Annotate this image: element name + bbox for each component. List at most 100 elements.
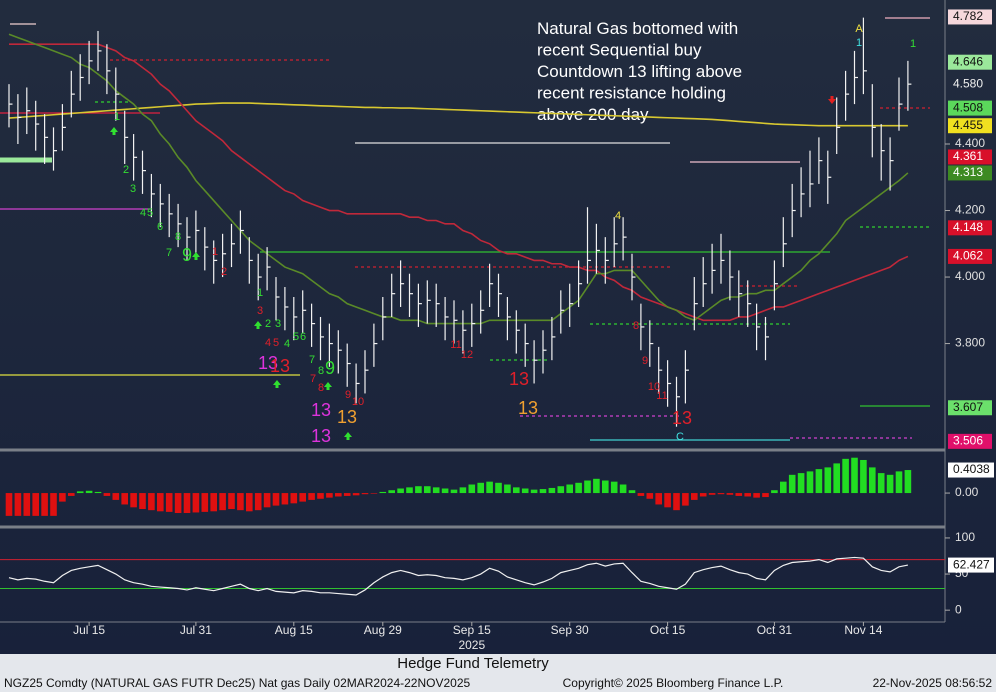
histogram-bar xyxy=(673,493,680,511)
histogram-bar xyxy=(780,481,787,494)
sell-arrow xyxy=(828,96,836,104)
buy-arrow xyxy=(192,252,200,260)
last-value-box xyxy=(948,557,994,573)
histogram-bar xyxy=(165,493,173,512)
histogram-bar xyxy=(869,467,876,494)
histogram-bar xyxy=(5,493,13,516)
histogram-bar xyxy=(815,469,823,494)
y-tick-label: 0 xyxy=(955,602,962,616)
histogram-bar xyxy=(352,493,360,496)
price-label: 3.607 xyxy=(953,400,983,414)
footer-center: Copyright© 2025 Bloomberg Finance L.P. xyxy=(563,676,784,690)
histogram-bar xyxy=(548,487,556,494)
histogram-bar xyxy=(210,493,217,512)
y-tick-label: 4.000 xyxy=(955,269,985,283)
histogram-bar xyxy=(174,493,182,514)
histogram-bar xyxy=(254,493,262,511)
histogram-bar xyxy=(148,493,155,511)
count-label: 9 xyxy=(182,245,192,265)
x-tick-label: Jul 15 xyxy=(73,623,105,637)
count-label: 13 xyxy=(270,356,290,376)
x-tick-label: Nov 14 xyxy=(844,623,882,637)
footer-left: NGZ25 Comdty (NATURAL GAS FUTR Dec25) Na… xyxy=(4,676,470,690)
price-label: 4.361 xyxy=(953,149,983,163)
count-label: C xyxy=(676,431,684,443)
histogram-bar xyxy=(833,463,840,494)
count-label: 1 xyxy=(910,38,916,50)
y-tick-label: 4.200 xyxy=(955,203,985,217)
histogram-bar xyxy=(139,493,146,510)
histogram-bar xyxy=(299,493,306,502)
price-label-box xyxy=(948,165,992,181)
histogram-bar xyxy=(59,493,66,502)
footer-band xyxy=(0,654,996,692)
x-tick-label: Oct 15 xyxy=(650,623,686,637)
histogram-bar xyxy=(68,493,75,496)
histogram-bar xyxy=(619,484,627,494)
histogram-bar xyxy=(557,486,565,494)
count-label: 11 xyxy=(656,390,667,402)
histogram-bar xyxy=(593,478,600,494)
histogram-bar xyxy=(806,471,814,494)
buy-arrow xyxy=(344,432,352,440)
count-label: 4 xyxy=(265,337,271,349)
rsi-line xyxy=(8,556,909,596)
moving-average xyxy=(8,102,908,127)
moving-average xyxy=(9,43,909,322)
price-label: 3.506 xyxy=(953,434,983,448)
histogram-bar xyxy=(477,482,484,494)
histogram-bar xyxy=(406,487,413,494)
count-label: 5 xyxy=(147,207,153,219)
buy-arrow xyxy=(110,127,118,135)
histogram-bar xyxy=(691,493,698,500)
price-label: 4.148 xyxy=(953,220,983,234)
price-label-box xyxy=(948,100,992,116)
histogram-bar xyxy=(94,491,102,494)
count-label: 1 xyxy=(257,287,263,299)
count-label: A xyxy=(855,23,863,35)
histogram-bar xyxy=(130,493,137,508)
last-value: 0.4038 xyxy=(953,462,990,476)
histogram-bar xyxy=(842,458,849,494)
footer-title: Hedge Fund Telemetry xyxy=(397,655,549,672)
histogram-bar xyxy=(753,493,760,498)
histogram-bar xyxy=(682,493,689,506)
histogram-bar xyxy=(797,473,805,494)
count-label: 1 xyxy=(856,37,862,49)
histogram-bar xyxy=(824,467,832,494)
count-label: 13 xyxy=(311,400,331,420)
x-tick-label: Aug 29 xyxy=(364,623,402,637)
note-line: recent Sequential buy xyxy=(537,41,702,60)
histogram-bar xyxy=(23,493,31,516)
count-label: 13 xyxy=(518,398,538,418)
histogram-bar xyxy=(121,493,128,505)
histogram-bar xyxy=(521,488,529,494)
histogram-bar xyxy=(717,493,725,495)
count-label: 9 xyxy=(642,355,648,367)
histogram-bar xyxy=(32,493,39,516)
histogram-bar xyxy=(50,493,57,516)
histogram-bar xyxy=(281,493,289,505)
count-label: 13 xyxy=(258,353,278,373)
histogram-bar xyxy=(771,490,778,494)
price-label: 4.782 xyxy=(953,9,983,23)
histogram-bar xyxy=(228,493,235,510)
histogram-bar xyxy=(851,457,858,494)
histogram-bar xyxy=(860,459,867,494)
histogram-bar xyxy=(513,487,520,494)
price-label-box xyxy=(948,433,992,449)
count-label: 10 xyxy=(648,381,660,393)
histogram-bar xyxy=(370,493,378,494)
histogram-bar xyxy=(388,490,395,494)
x-tick-label: Jul 31 xyxy=(180,623,212,637)
histogram-bar xyxy=(486,481,493,494)
histogram-bar xyxy=(610,481,618,494)
histogram-bar xyxy=(424,486,431,494)
histogram-bar xyxy=(112,493,120,500)
histogram-bar xyxy=(308,493,315,500)
count-label: 1 xyxy=(114,111,120,123)
note-line: Countdown 13 lifting above xyxy=(537,62,742,81)
count-label: 9 xyxy=(345,389,351,401)
x-tick-label: Sep 30 xyxy=(551,623,589,637)
